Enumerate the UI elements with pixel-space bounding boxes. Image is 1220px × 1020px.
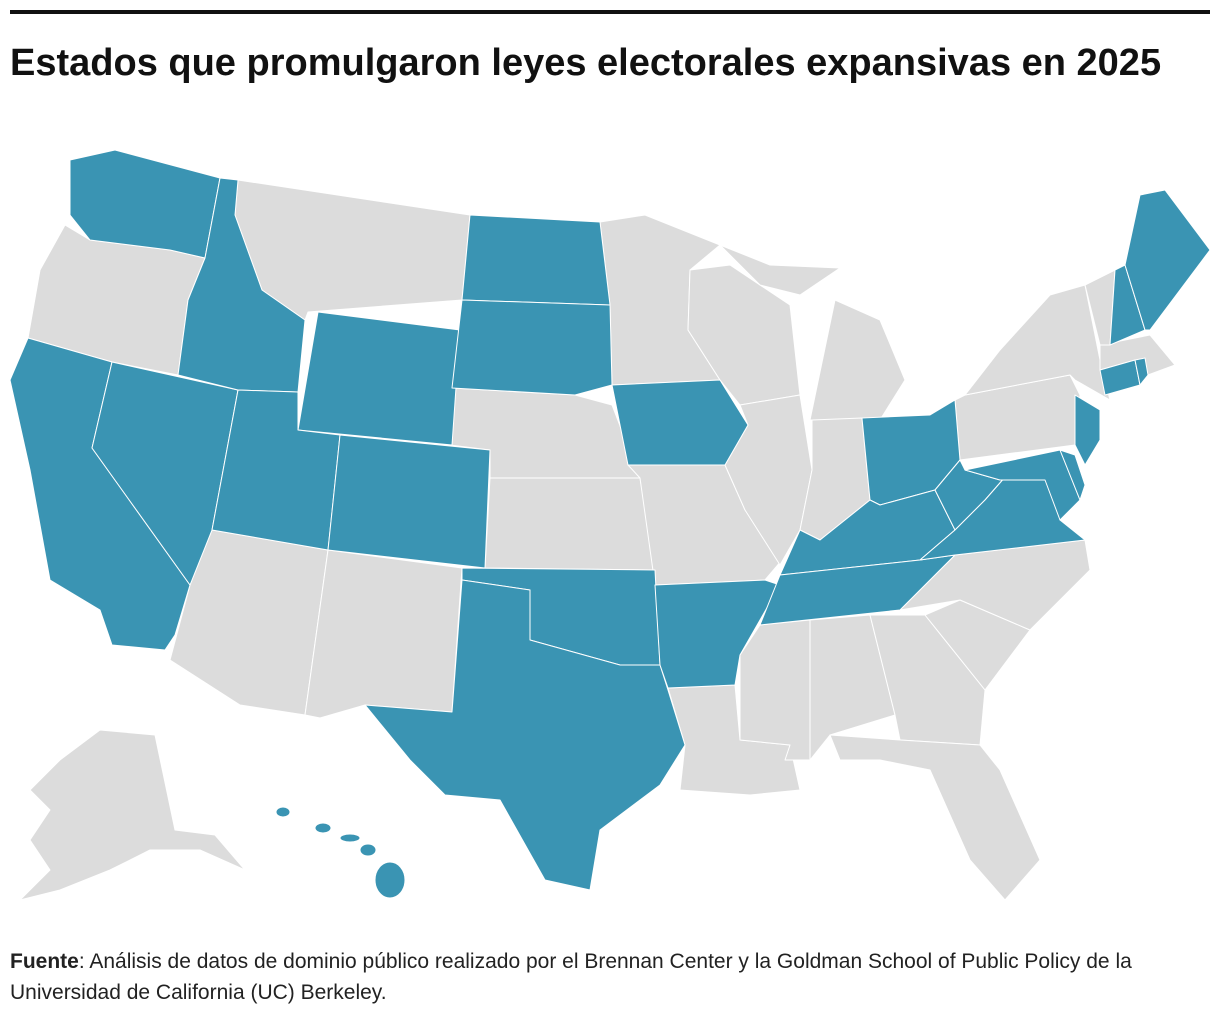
- state: [304, 549, 463, 719]
- state: [1074, 394, 1101, 466]
- state: [461, 214, 611, 306]
- source-text: : Análisis de datos de dominio público r…: [10, 950, 1132, 1004]
- state: [667, 684, 801, 796]
- state: [611, 379, 749, 466]
- state: [69, 149, 221, 259]
- state: [739, 619, 811, 761]
- source: Fuente: Análisis de datos de dominio púb…: [10, 946, 1200, 1008]
- state: [809, 614, 896, 761]
- state: [759, 554, 956, 626]
- state: [19, 729, 246, 901]
- top-rule: [10, 10, 1210, 14]
- state: [809, 299, 906, 421]
- title: Estados que promulgaron leyes electorale…: [10, 42, 1162, 84]
- state: [654, 579, 781, 689]
- island: [359, 843, 377, 857]
- highlighted-states: [9, 149, 1211, 899]
- state: [451, 299, 613, 396]
- state: [91, 361, 239, 586]
- state: [1059, 449, 1086, 501]
- island: [339, 833, 361, 843]
- source-label: Fuente: [10, 950, 79, 973]
- state: [484, 477, 656, 571]
- island: [275, 806, 291, 818]
- state: [364, 579, 686, 891]
- island: [314, 822, 332, 834]
- island: [374, 861, 406, 899]
- state: [327, 434, 491, 569]
- state: [829, 734, 1041, 901]
- state: [1134, 357, 1149, 386]
- state: [1124, 189, 1211, 331]
- state: [297, 311, 461, 446]
- state: [719, 244, 841, 296]
